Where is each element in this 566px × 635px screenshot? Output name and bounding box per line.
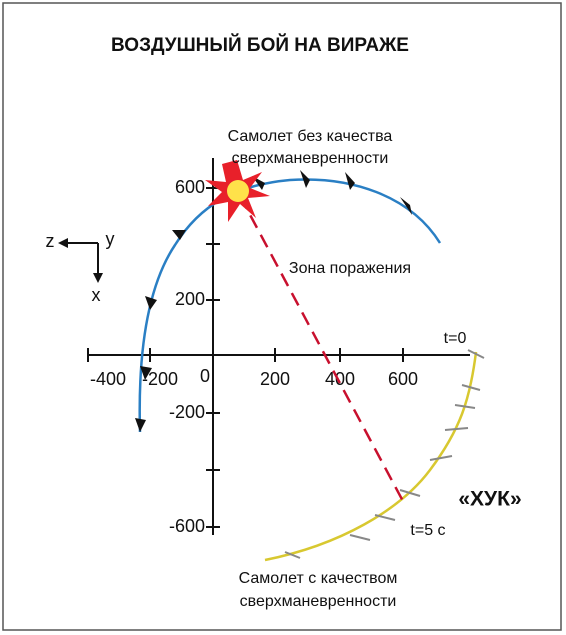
- yellow-aircraft: [284, 349, 485, 559]
- compass-y: y: [106, 229, 115, 249]
- x-tick-label: 400: [325, 369, 355, 389]
- label: Зона поражения: [289, 260, 411, 277]
- label: Самолет без качества: [228, 128, 393, 145]
- x-tick-label: 600: [388, 369, 418, 389]
- kill-line: [238, 195, 407, 506]
- label: сверхманевренности: [232, 150, 389, 167]
- explosion: [205, 160, 270, 222]
- label: Самолет с качеством: [239, 570, 398, 587]
- y-tick-label: 600: [175, 177, 205, 197]
- x-tick-label: -200: [142, 369, 178, 389]
- label: сверхманевренности: [240, 593, 397, 610]
- x-tick-label: 200: [260, 369, 290, 389]
- blue-aircraft: [135, 170, 412, 432]
- y-tick-label: -600: [169, 516, 205, 536]
- x-tick-label: -400: [90, 369, 126, 389]
- label: «ХУК»: [458, 488, 521, 511]
- compass-z: z: [46, 231, 55, 251]
- label: t=5 с: [410, 522, 445, 539]
- compass-x: x: [92, 285, 101, 305]
- axes: [87, 158, 470, 535]
- y-tick-label: -200: [169, 402, 205, 422]
- x-tick-label: 0: [200, 366, 210, 386]
- title: ВОЗДУШНЫЙ БОЙ НА ВИРАЖЕ: [111, 34, 409, 56]
- compass: [58, 238, 103, 283]
- yellow-trajectory: [264, 351, 478, 562]
- label: t=0: [444, 330, 467, 347]
- y-tick-label: 200: [175, 289, 205, 309]
